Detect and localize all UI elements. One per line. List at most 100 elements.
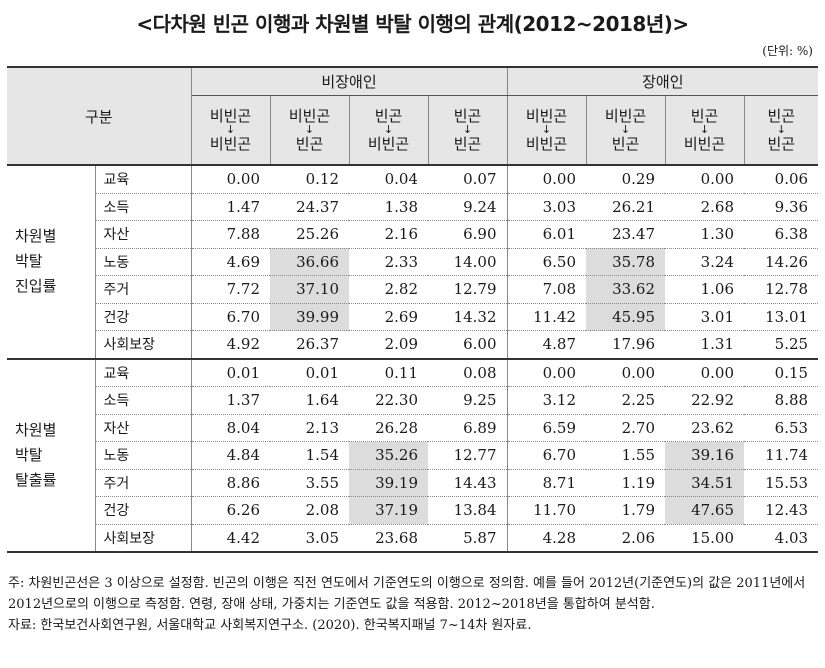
down-arrow-icon: ↓ [225,123,236,136]
dimension-label: 주거 [94,469,192,497]
value-cell: 14.32 [428,303,508,331]
value-cell: 3.01 [665,303,745,331]
transition-label: 비빈곤 [209,135,252,153]
transition-label: 비빈곤 [525,107,568,125]
value-cell: 6.70 [191,303,271,331]
value-cell: 2.06 [586,524,666,553]
table-row: 사회보장 4.42 3.05 23.68 5.87 4.28 2.06 15.00 4.03 [7,524,819,553]
value-cell: 6.89 [428,414,508,442]
value-cell: 2.08 [270,496,350,525]
value-cell: 9.24 [428,193,508,221]
value-cell: 4.28 [506,524,587,553]
value-cell: 2.82 [349,275,429,304]
down-arrow-icon: ↓ [541,123,552,136]
value-cell: 0.06 [744,165,819,194]
value-cell: 8.71 [506,469,587,497]
dimension-label: 노동 [94,248,192,276]
down-arrow-icon: ↓ [383,123,394,136]
value-cell: 13.01 [744,303,819,331]
value-cell: 0.00 [586,358,666,387]
section-label: 차원별 박탈 진입률 [7,165,95,360]
value-cell: 35.26 [349,441,429,470]
value-cell: 9.36 [744,193,819,221]
table-row: 주거 8.86 3.55 39.19 14.43 8.71 1.19 34.51 15.53 [7,469,819,497]
value-cell: 22.92 [665,386,745,415]
value-cell: 8.88 [744,386,819,415]
value-cell: 7.88 [191,220,271,249]
value-cell: 35.78 [586,248,666,276]
dimension-label: 건강 [94,303,192,331]
value-cell: 39.19 [349,469,429,497]
table-row: 사회보장 4.92 26.37 2.09 6.00 4.87 17.96 1.31 5.25 [7,330,819,360]
table-row: 노동 4.84 1.54 35.26 12.77 6.70 1.55 39.16 11.74 [7,441,819,470]
value-cell: 11.70 [506,496,587,525]
value-cell: 1.38 [349,193,429,221]
value-cell: 0.00 [665,165,745,194]
transition-label: 비빈곤 [604,107,647,125]
value-cell: 0.08 [428,358,508,387]
transition-header: 빈곤 ↓ 비빈곤 [664,95,745,166]
value-cell: 14.43 [428,469,508,497]
transition-header: 비빈곤 ↓ 빈곤 [585,95,666,166]
value-cell: 0.01 [191,358,271,387]
value-cell: 12.77 [428,441,508,470]
value-cell: 14.26 [744,248,819,276]
value-cell: 39.16 [665,441,745,470]
value-cell: 0.11 [349,358,429,387]
value-cell: 4.92 [191,330,271,360]
value-cell: 1.19 [586,469,666,497]
notes: 주: 차원빈곤선은 3 이상으로 설정함. 빈곤의 이행은 직전 연도에서 기준… [8,573,820,636]
value-cell: 0.07 [428,165,508,194]
value-cell: 36.66 [270,248,350,276]
transition-label: 비빈곤 [288,107,331,125]
table-row: 차원별 박탈 탈출률 교육 0.01 0.01 0.11 0.08 0.00 0.00 0.00 0.… [7,358,819,553]
dimension-label: 사회보장 [94,524,192,553]
dimension-label: 사회보장 [94,330,192,360]
value-cell: 12.78 [744,275,819,304]
value-cell: 26.37 [270,330,350,360]
value-cell: 25.26 [270,220,350,249]
value-cell: 0.00 [506,165,587,194]
section-label-line: 박탈 [15,445,43,464]
dimension-label: 건강 [94,496,192,525]
value-cell: 6.90 [428,220,508,249]
value-cell: 23.62 [665,414,745,442]
value-cell: 4.03 [744,524,819,553]
value-cell: 8.86 [191,469,271,497]
value-cell: 0.00 [506,358,587,387]
section-label: 차원별 박탈 탈출률 [7,358,95,553]
table-row: 자산 7.88 25.26 2.16 6.90 6.01 23.47 1.30 6.38 [7,220,819,249]
value-cell: 6.00 [428,330,508,360]
dimension-label: 노동 [94,441,192,470]
transition-label: 빈곤 [374,107,403,125]
dimension-label: 자산 [94,414,192,442]
value-cell: 3.05 [270,524,350,553]
value-cell: 6.50 [506,248,587,276]
value-cell: 6.38 [744,220,819,249]
transition-label: 빈곤 [690,107,719,125]
transition-label: 빈곤 [767,135,796,153]
value-cell: 0.04 [349,165,429,194]
value-cell: 1.30 [665,220,745,249]
value-cell: 6.26 [191,496,271,525]
value-cell: 0.15 [744,358,819,387]
value-cell: 15.00 [665,524,745,553]
value-cell: 4.84 [191,441,271,470]
value-cell: 1.47 [191,193,271,221]
value-cell: 2.09 [349,330,429,360]
value-cell: 6.53 [744,414,819,442]
down-arrow-icon: ↓ [304,123,315,136]
dimension-label: 소득 [94,386,192,415]
table-row: 소득 1.37 1.64 22.30 9.25 3.12 2.25 22.92 8.88 [7,386,819,415]
section-label-line: 차원별 [15,420,57,439]
value-cell: 0.12 [270,165,350,194]
note-main: 주: 차원빈곤선은 3 이상으로 설정함. 빈곤의 이행은 직전 연도에서 기준… [8,576,806,612]
value-cell: 11.74 [744,441,819,470]
value-cell: 7.72 [191,275,271,304]
transition-label: 비빈곤 [367,135,410,153]
group-header-disabled: 장애인 [506,66,819,96]
table-row: 주거 7.72 37.10 2.82 12.79 7.08 33.62 1.06 12.78 [7,275,819,304]
down-arrow-icon: ↓ [776,123,786,136]
value-cell: 1.06 [665,275,745,304]
value-cell: 2.13 [270,414,350,442]
